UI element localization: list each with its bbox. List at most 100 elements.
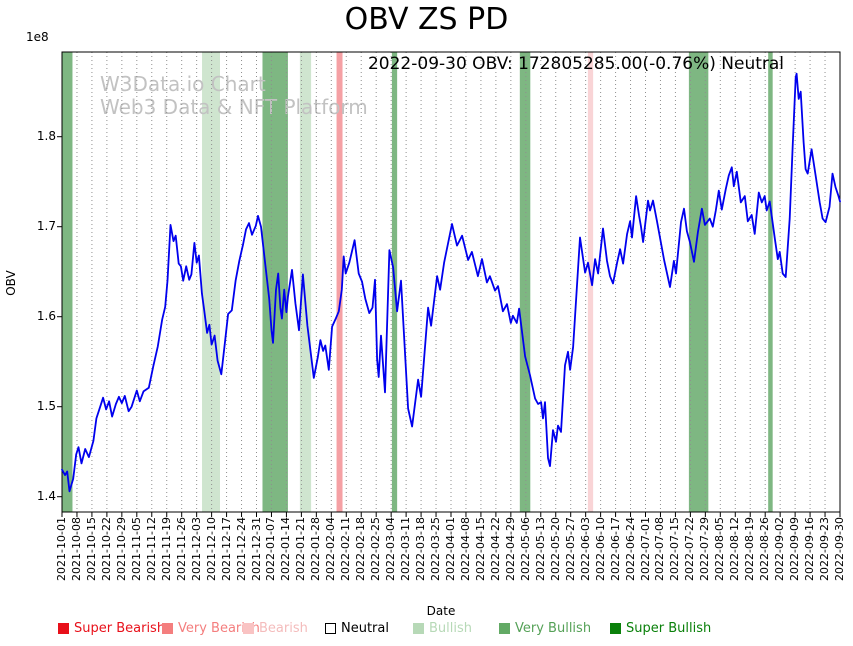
x-tick-label: 2021-10-08 — [69, 517, 83, 581]
legend-item-very-bullish: Very Bullish — [499, 621, 591, 636]
y-tick-label: 1.4 — [36, 488, 56, 503]
legend-item-super-bearish: Super Bearish — [58, 621, 165, 636]
signal-band-bullish — [202, 52, 220, 512]
x-tick-label: 2022-05-13 — [533, 517, 547, 581]
x-tick-label: 2022-01-28 — [309, 517, 323, 581]
x-tick-label: 2021-12-24 — [234, 517, 248, 581]
legend-label: Super Bearish — [74, 621, 166, 636]
x-tick-label: 2021-10-15 — [84, 517, 98, 581]
x-tick-label: 2021-11-05 — [129, 517, 143, 581]
x-tick-label: 2022-05-27 — [563, 517, 577, 581]
x-tick-label: 2022-01-21 — [294, 517, 308, 581]
legend-item-bearish: Bearish — [243, 621, 308, 636]
obv-line — [61, 72, 841, 493]
x-tick-label: 2022-04-01 — [444, 517, 457, 581]
x-tick-label: 2022-09-16 — [803, 517, 817, 581]
legend-label: Super Bullish — [626, 621, 712, 636]
x-tick-label: 2022-07-29 — [698, 517, 712, 581]
signal-band-very_bullish — [519, 52, 531, 512]
legend-item-super-bullish: Super Bullish — [610, 621, 711, 636]
x-tick-label: 2022-07-08 — [653, 517, 667, 581]
x-tick-label: 2022-02-25 — [369, 517, 383, 581]
x-tick-label: 2022-01-07 — [264, 517, 278, 581]
x-tick-label: 2022-04-29 — [503, 517, 517, 581]
x-tick-label: 2022-06-03 — [578, 517, 592, 581]
x-tick-label: 2022-06-10 — [593, 517, 607, 581]
x-tick-label: 2022-07-15 — [668, 517, 682, 581]
x-tick-label: 2021-11-19 — [159, 517, 173, 581]
x-tick-label: 2022-09-30 — [833, 517, 846, 581]
legend-swatch — [162, 623, 173, 634]
watermark-line1: W3Data.io Chart — [100, 72, 266, 96]
x-tick-label: 2022-08-26 — [758, 517, 772, 581]
x-tick-label: 2022-05-06 — [518, 517, 532, 581]
x-tick-label: 2022-06-24 — [623, 517, 637, 581]
x-tick-label: 2021-11-12 — [144, 517, 158, 581]
x-tick-label: 2022-08-19 — [743, 517, 757, 581]
x-tick-label: 2022-04-15 — [473, 517, 487, 581]
y-tick-label: 1.7 — [36, 218, 56, 233]
legend-swatch — [413, 623, 424, 634]
x-tick-label: 2022-03-25 — [429, 517, 443, 581]
x-tick-label: 2021-12-03 — [189, 517, 203, 581]
signal-band-very_bullish — [62, 52, 73, 512]
y-axis-label: OBV — [4, 270, 18, 296]
signal-band-bearish — [587, 52, 594, 512]
x-tick-label: 2022-08-05 — [713, 517, 727, 581]
signal-band-bullish — [299, 52, 312, 512]
legend-label: Very Bearish — [178, 621, 260, 636]
signal-band-very_bullish — [688, 52, 709, 512]
x-tick-label: 2022-02-04 — [324, 517, 338, 581]
x-tick-label: 2021-12-10 — [204, 517, 218, 581]
x-tick-label: 2021-10-01 — [55, 517, 68, 581]
signal-legend: Super Bearish Very Bearish Bearish Neutral B… — [0, 618, 853, 644]
x-tick-label: 2022-07-01 — [638, 517, 652, 581]
axis-ticks — [57, 136, 841, 517]
x-tick-label: 2022-01-14 — [279, 517, 293, 581]
legend-label: Very Bullish — [515, 621, 592, 636]
x-axis-label: Date — [426, 604, 456, 618]
x-tick-label: 2022-03-04 — [384, 517, 398, 581]
x-tick-label: 2022-09-09 — [788, 517, 802, 581]
legend-item-bullish: Bullish — [413, 621, 472, 636]
legend-label: Bullish — [429, 621, 473, 636]
x-tick-label: 2021-11-26 — [174, 517, 188, 581]
gridlines — [61, 52, 841, 512]
legend-swatch — [610, 623, 621, 634]
x-tick-label: 2022-04-08 — [458, 517, 472, 581]
x-tick-label: 2021-12-17 — [219, 517, 233, 581]
x-tick-label: 2022-09-23 — [818, 517, 832, 581]
x-tick-label: 2021-10-29 — [114, 517, 128, 581]
x-tick-label: 2022-02-18 — [354, 517, 368, 581]
watermark-line2: Web3 Data & NFT Platform — [100, 95, 368, 119]
x-tick-label: 2022-05-20 — [548, 517, 562, 581]
legend-swatch — [58, 623, 69, 634]
x-tick-label: 2022-07-22 — [683, 517, 697, 581]
x-tick-label: 2022-02-11 — [339, 517, 353, 581]
legend-swatch — [243, 623, 254, 634]
x-tick-label: 2022-08-12 — [728, 517, 742, 581]
y-tick-label: 1.5 — [36, 398, 56, 413]
legend-label: Neutral — [341, 621, 389, 636]
signal-band-very_bearish — [336, 52, 343, 512]
x-tick-label: 2022-06-17 — [608, 517, 622, 581]
legend-label: Bearish — [259, 621, 308, 636]
y-axis-offset-label: 1e8 — [26, 30, 49, 44]
signal-bands — [62, 52, 773, 512]
x-tick-label: 2022-03-18 — [414, 517, 428, 581]
legend-item-neutral: Neutral — [325, 621, 389, 636]
plot-frame — [61, 51, 841, 513]
y-tick-label: 1.8 — [36, 128, 56, 143]
signal-band-very_bullish — [262, 52, 288, 512]
legend-swatch — [325, 623, 336, 634]
x-tick-label: 2021-10-22 — [99, 517, 113, 581]
signal-band-very_bullish — [768, 52, 773, 512]
page-title: OBV ZS PD — [344, 2, 509, 37]
x-tick-label: 2022-04-22 — [488, 517, 502, 581]
legend-swatch — [499, 623, 510, 634]
x-tick-label: 2022-03-11 — [399, 517, 413, 581]
x-tick-label: 2022-09-02 — [773, 517, 787, 581]
y-tick-label: 1.6 — [36, 308, 56, 323]
x-tick-label: 2021-12-31 — [249, 517, 263, 581]
